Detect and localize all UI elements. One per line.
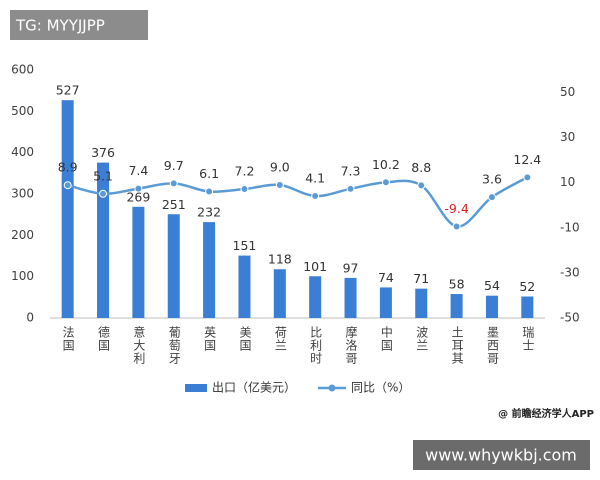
x-tick-label: 英国 xyxy=(203,326,217,352)
line-point xyxy=(240,185,249,194)
bar-label: 97 xyxy=(343,260,359,275)
bar xyxy=(61,100,74,318)
bar-label: 251 xyxy=(162,197,186,212)
bar xyxy=(273,269,286,318)
bar-label: 269 xyxy=(126,189,150,204)
line-point xyxy=(311,192,320,201)
line-label: 8.9 xyxy=(58,160,78,175)
line-label: 9.7 xyxy=(164,158,184,173)
line-point xyxy=(381,178,390,187)
legend-marker xyxy=(328,384,336,392)
line-label: -9.4 xyxy=(444,201,468,216)
line-point xyxy=(417,181,426,190)
x-tick-label: 意大利 xyxy=(132,325,146,365)
bar-label: 151 xyxy=(233,238,257,253)
bar xyxy=(238,255,251,318)
watermark: TG: MYYJJPP xyxy=(15,17,105,35)
y-tick-label: 400 xyxy=(11,145,34,159)
x-tick-label: 波兰 xyxy=(415,326,429,352)
bar xyxy=(309,276,322,318)
x-tick-label: 荷兰 xyxy=(273,326,287,352)
line-point xyxy=(205,187,214,196)
line-label: 8.8 xyxy=(411,160,431,175)
bar-label: 527 xyxy=(56,83,80,98)
x-tick-label: 墨西哥 xyxy=(485,326,499,365)
legend-label: 同比（%） xyxy=(351,381,410,395)
bar xyxy=(344,277,357,318)
url: www.whywkbj.com xyxy=(425,446,577,465)
line-label: 7.4 xyxy=(128,163,148,178)
line-label: 12.4 xyxy=(513,152,541,167)
line-point xyxy=(134,184,143,193)
y2-tick-label: 30 xyxy=(560,130,575,144)
legend-label: 出口（亿美元） xyxy=(212,380,296,395)
bar-label: 232 xyxy=(197,205,221,220)
bar xyxy=(379,287,392,318)
x-tick-label: 法国 xyxy=(61,326,75,352)
bar-label: 58 xyxy=(449,277,465,292)
x-tick-label: 土耳其 xyxy=(450,326,464,365)
y-tick-label: 100 xyxy=(11,269,34,283)
y-tick-label: 0 xyxy=(26,311,34,325)
bar xyxy=(415,288,428,318)
line-label: 5.1 xyxy=(93,168,113,183)
y2-tick-label: 50 xyxy=(560,85,575,99)
bar-label: 71 xyxy=(413,271,429,286)
y-tick-label: 500 xyxy=(11,104,34,118)
y-tick-label: 300 xyxy=(11,187,34,201)
bar-label: 118 xyxy=(268,252,292,267)
y2-tick-label: 10 xyxy=(560,175,575,189)
legend-swatch xyxy=(185,384,207,392)
line-label: 9.0 xyxy=(270,159,290,174)
line-label: 6.1 xyxy=(199,166,219,181)
bar xyxy=(203,222,216,318)
line-point xyxy=(523,173,532,182)
url-box xyxy=(413,440,590,470)
watermark-box xyxy=(10,10,148,40)
bar xyxy=(97,162,110,318)
line-label: 7.3 xyxy=(341,163,361,178)
y-tick-label: 600 xyxy=(11,63,34,77)
line-point xyxy=(452,222,461,231)
line-label: 3.6 xyxy=(482,172,502,187)
line-label: 10.2 xyxy=(372,157,400,172)
x-tick-label: 葡萄牙 xyxy=(167,326,181,365)
line-point xyxy=(487,193,496,202)
line-point xyxy=(63,181,72,190)
line-point xyxy=(169,179,178,188)
y2-tick-label: -10 xyxy=(560,220,580,234)
bar-label: 54 xyxy=(484,278,500,293)
x-tick-label: 摩洛哥 xyxy=(344,325,358,365)
x-tick-label: 德国 xyxy=(97,325,111,352)
line-label: 4.1 xyxy=(305,171,325,186)
line-point xyxy=(99,189,108,198)
x-tick-label: 美国 xyxy=(238,326,252,352)
x-tick-label: 瑞士 xyxy=(521,326,535,352)
line-point xyxy=(346,184,355,193)
bar xyxy=(485,295,498,318)
x-tick-label: 比利时 xyxy=(309,326,323,365)
line-label: 7.2 xyxy=(235,164,255,179)
line-point xyxy=(275,180,284,189)
x-tick-label: 中国 xyxy=(379,325,393,352)
y2-tick-label: -50 xyxy=(560,311,580,325)
bar-label: 101 xyxy=(303,259,327,274)
bar-label: 52 xyxy=(519,279,535,294)
bar xyxy=(450,294,463,318)
bar-label: 376 xyxy=(91,145,115,160)
bar-label: 74 xyxy=(378,270,394,285)
y-tick-label: 200 xyxy=(11,228,34,242)
bar xyxy=(521,296,534,318)
y2-tick-label: -30 xyxy=(560,265,580,279)
bar xyxy=(167,214,180,318)
source: @ 前瞻经济学人APP xyxy=(498,407,594,420)
bar xyxy=(132,206,145,318)
